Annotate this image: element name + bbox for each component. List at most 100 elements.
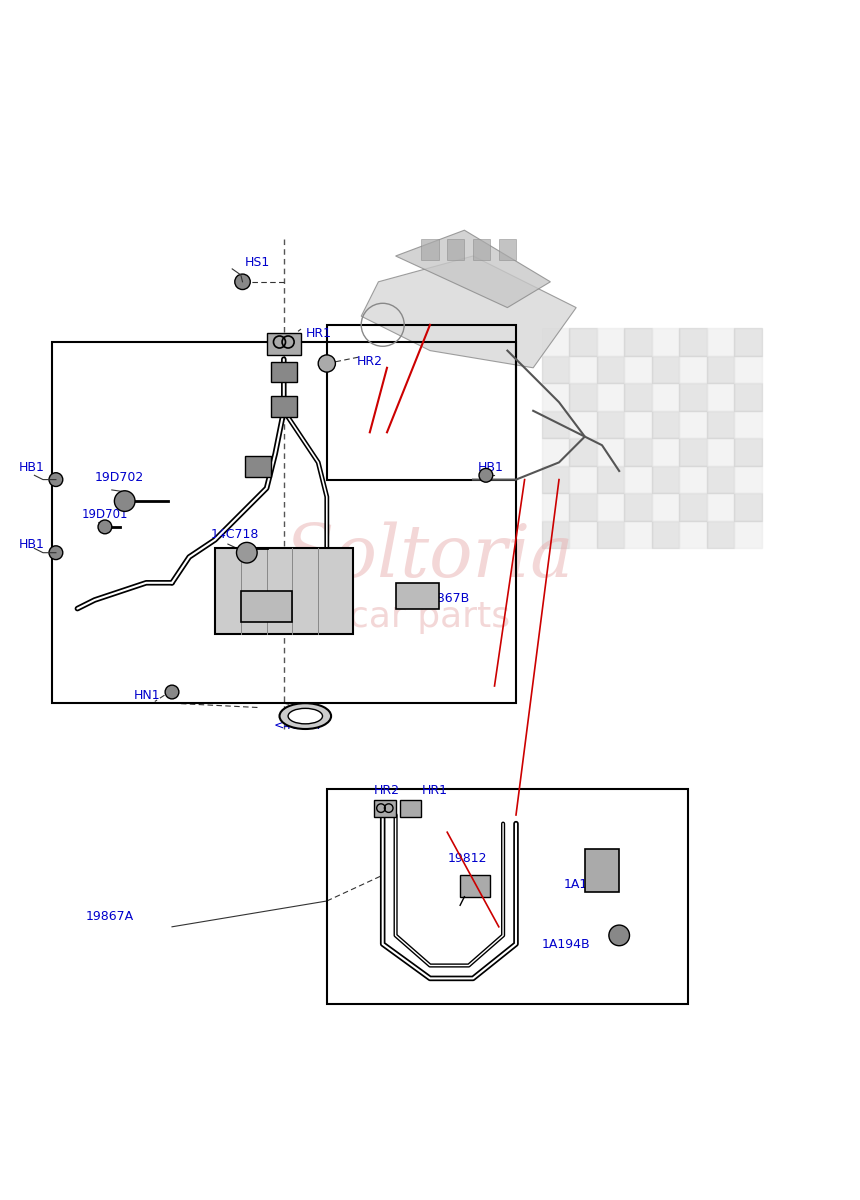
Bar — [679, 329, 707, 355]
Bar — [271, 361, 297, 383]
Bar — [542, 355, 569, 383]
Bar — [569, 438, 597, 466]
Bar — [707, 466, 734, 493]
Bar — [396, 583, 439, 608]
Bar — [652, 521, 679, 548]
Bar — [542, 410, 569, 438]
Text: 1A194A: 1A194A — [563, 878, 611, 892]
Bar — [679, 355, 707, 383]
Bar — [734, 329, 762, 355]
Bar — [624, 355, 652, 383]
Text: HS1: HS1 — [245, 257, 270, 269]
Bar — [734, 466, 762, 493]
Bar — [569, 410, 597, 438]
Bar — [624, 329, 652, 355]
Bar — [734, 410, 762, 438]
Bar — [327, 325, 516, 480]
Text: HN1: HN1 — [133, 689, 160, 702]
Bar — [421, 239, 439, 260]
Ellipse shape — [280, 703, 331, 728]
Bar — [597, 493, 624, 521]
Bar — [597, 329, 624, 355]
Text: 19D701: 19D701 — [82, 509, 128, 521]
Bar — [585, 850, 619, 893]
Bar — [707, 521, 734, 548]
Text: HR1: HR1 — [421, 784, 447, 797]
Bar — [542, 493, 569, 521]
Bar — [597, 466, 624, 493]
Circle shape — [114, 491, 135, 511]
Bar — [734, 355, 762, 383]
Bar — [499, 239, 516, 260]
Circle shape — [165, 685, 179, 698]
Bar — [679, 383, 707, 410]
Bar — [652, 438, 679, 466]
Text: HB1: HB1 — [477, 461, 503, 474]
Bar — [734, 493, 762, 521]
Bar — [707, 383, 734, 410]
Text: 14C718: 14C718 — [211, 528, 259, 541]
Bar — [679, 493, 707, 521]
Text: 1A194B: 1A194B — [542, 938, 591, 952]
Bar — [734, 438, 762, 466]
Bar — [597, 521, 624, 548]
Bar — [679, 466, 707, 493]
Bar — [652, 493, 679, 521]
Text: 19D702: 19D702 — [95, 472, 144, 485]
Text: HB1: HB1 — [19, 539, 45, 551]
Polygon shape — [361, 256, 576, 367]
Text: Soltoria: Soltoria — [286, 522, 574, 593]
Bar — [327, 790, 688, 1004]
Bar — [400, 799, 421, 817]
Bar — [652, 355, 679, 383]
Bar — [569, 355, 597, 383]
Bar — [624, 438, 652, 466]
Bar — [679, 438, 707, 466]
Bar — [707, 438, 734, 466]
Bar — [267, 334, 301, 355]
Bar — [569, 493, 597, 521]
Bar — [215, 548, 353, 635]
Bar — [624, 383, 652, 410]
Bar — [569, 466, 597, 493]
Bar — [652, 383, 679, 410]
Bar — [473, 239, 490, 260]
Text: 19849: 19849 — [219, 592, 259, 605]
Bar — [707, 329, 734, 355]
Bar — [624, 521, 652, 548]
Bar — [624, 466, 652, 493]
Bar — [597, 383, 624, 410]
Circle shape — [98, 520, 112, 534]
Bar — [734, 383, 762, 410]
Bar — [597, 438, 624, 466]
Bar — [569, 329, 597, 355]
Circle shape — [235, 274, 250, 289]
Bar — [652, 466, 679, 493]
Text: HR2: HR2 — [374, 784, 400, 797]
Bar — [707, 355, 734, 383]
Bar — [460, 875, 490, 896]
Bar — [652, 410, 679, 438]
Polygon shape — [396, 230, 550, 307]
Bar — [652, 329, 679, 355]
Bar — [542, 438, 569, 466]
Circle shape — [609, 925, 630, 946]
Circle shape — [49, 546, 63, 559]
Bar — [679, 521, 707, 548]
Bar — [374, 799, 396, 817]
Text: HB1: HB1 — [19, 461, 45, 474]
Text: HR1: HR1 — [305, 326, 331, 340]
Bar — [542, 383, 569, 410]
Bar — [52, 342, 516, 703]
Circle shape — [49, 473, 63, 486]
Bar — [624, 493, 652, 521]
Ellipse shape — [288, 708, 322, 724]
Circle shape — [318, 355, 335, 372]
Bar — [707, 410, 734, 438]
Bar — [447, 239, 464, 260]
Bar — [707, 493, 734, 521]
Bar — [679, 410, 707, 438]
Bar — [271, 396, 297, 416]
Bar — [245, 456, 271, 478]
Bar — [241, 592, 292, 622]
